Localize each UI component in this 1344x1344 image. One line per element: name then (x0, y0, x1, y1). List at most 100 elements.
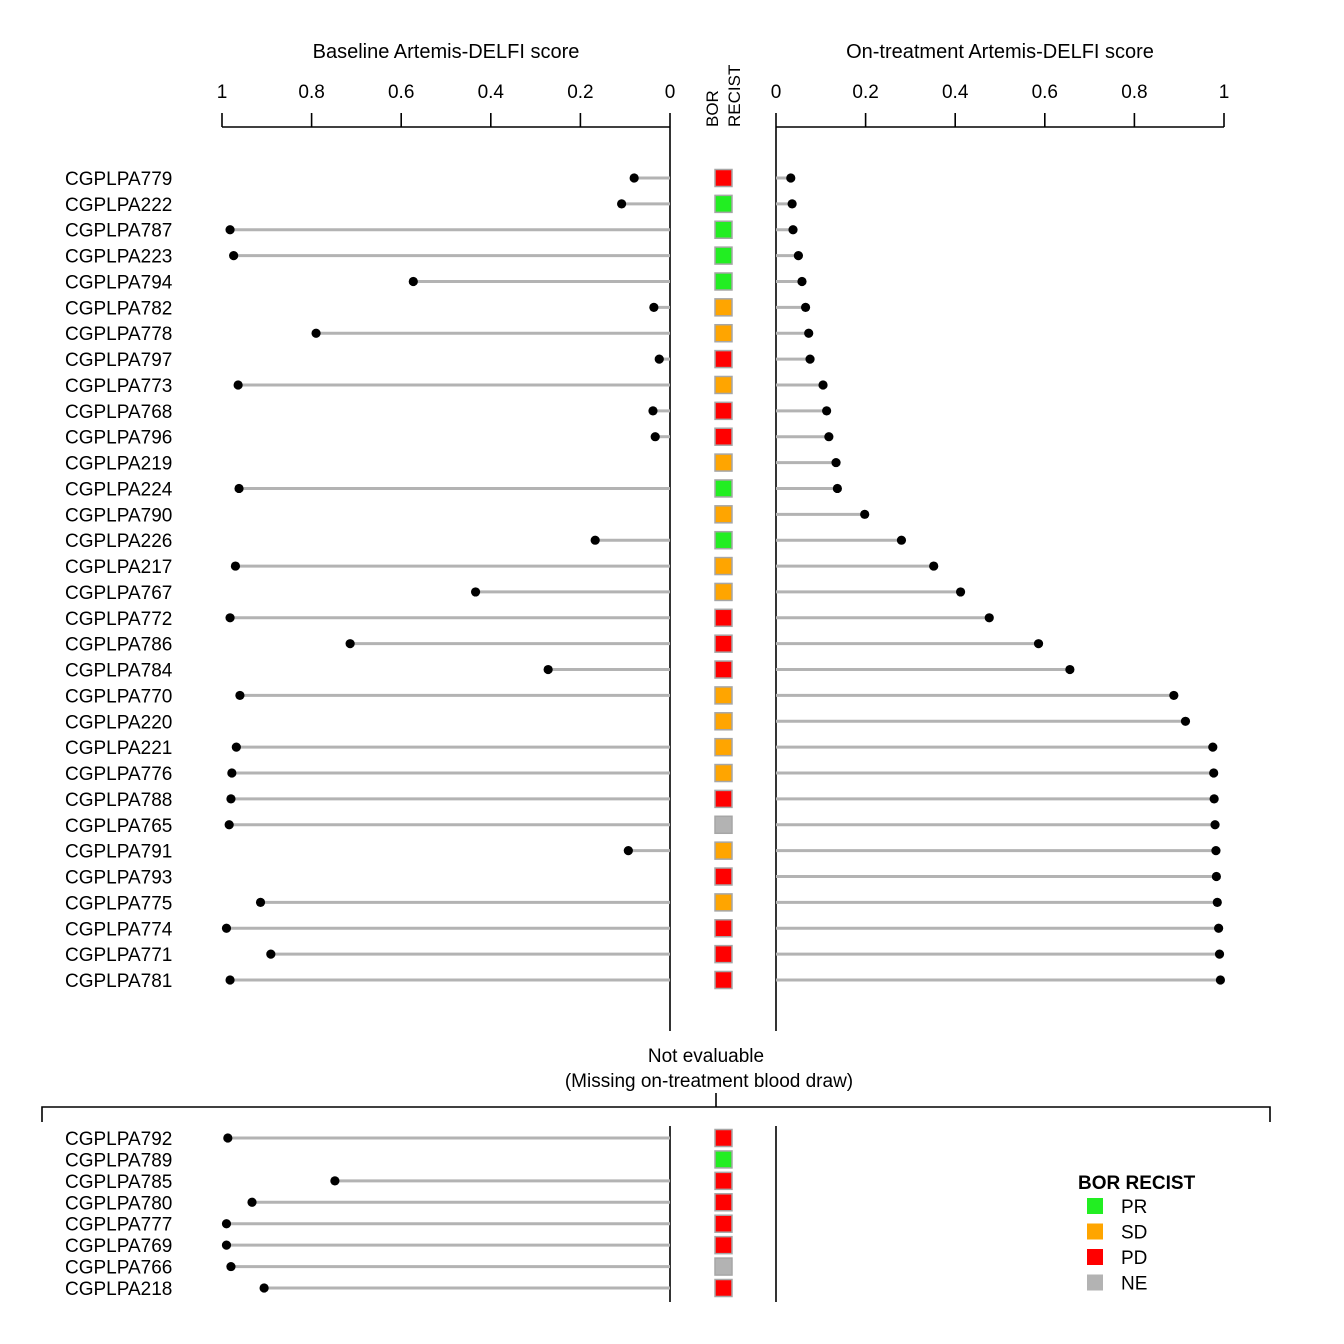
on-treatment-tick-label: 0.2 (852, 82, 878, 103)
on-treatment-point (797, 276, 807, 287)
row-label: CGPLPA790 (65, 505, 172, 526)
not-evaluable-sublabel: (Missing on-treatment blood draw) (565, 1071, 853, 1092)
on-treatment-point (793, 251, 804, 261)
on-treatment-point (1211, 871, 1221, 882)
on-treatment-point (1033, 639, 1044, 649)
table-row: CGPLPA767 (65, 582, 966, 604)
table-row: CGPLPA770 (65, 686, 1179, 707)
baseline-point (649, 302, 659, 312)
on-treatment-point (786, 173, 796, 183)
bor-status-box (714, 505, 733, 524)
baseline-point (225, 613, 235, 623)
row-label: CGPLPA217 (65, 557, 172, 578)
bor-column-label-line2: RECIST (725, 65, 744, 127)
table-row: CGPLPA226 (65, 530, 907, 552)
on-treatment-point (824, 432, 834, 442)
table-row: CGPLPA797 (65, 349, 815, 371)
table-row: CGPLPA220 (65, 712, 1191, 733)
table-row: CGPLPA219 (65, 453, 841, 475)
bor-status-box (714, 375, 733, 395)
on-treatment-point (831, 457, 841, 468)
baseline-point (221, 1219, 232, 1229)
bor-status-box (714, 479, 733, 498)
bor-status-box (714, 1235, 733, 1255)
baseline-point (227, 768, 237, 778)
baseline-tick-label: 0.4 (478, 82, 505, 103)
bor-status-box (714, 427, 733, 446)
not-evaluable-label: Not evaluable (648, 1046, 764, 1067)
row-label: CGPLPA769 (65, 1236, 172, 1257)
baseline-point (225, 975, 235, 985)
row-label: CGPLPA786 (65, 635, 172, 656)
row-label: CGPLPA776 (65, 764, 172, 785)
bor-status-box (714, 686, 733, 705)
legend-title: BOR RECIST (1078, 1173, 1196, 1194)
table-row: CGPLPA784 (65, 660, 1075, 682)
legend-item: NE (1087, 1274, 1147, 1295)
legend-item: SD (1087, 1223, 1147, 1244)
baseline-tick-label: 0.6 (388, 82, 414, 103)
baseline-point (223, 1133, 233, 1143)
row-label: CGPLPA226 (65, 531, 172, 552)
table-row: CGPLPA793 (65, 867, 1221, 889)
on-treatment-point (805, 354, 815, 364)
on-treatment-axis-title: On-treatment Artemis-DELFI score (846, 41, 1154, 63)
row-label: CGPLPA785 (65, 1172, 172, 1193)
legend: BOR RECIST PR SD PD NE (1078, 1173, 1196, 1295)
not-evaluable-rows: CGPLPA792CGPLPA789CGPLPA785CGPLPA780CGPL… (65, 1128, 733, 1300)
bor-status-box (714, 660, 733, 679)
row-label: CGPLPA774 (65, 919, 173, 940)
on-treatment-point (1210, 820, 1220, 830)
bor-status-box (714, 272, 733, 291)
bor-status-box (714, 841, 733, 860)
table-row: CGPLPA786 (65, 634, 1044, 656)
baseline-point (255, 897, 266, 907)
baseline-point (311, 328, 321, 338)
baseline-point (247, 1197, 257, 1207)
row-label: CGPLPA780 (65, 1193, 172, 1214)
bor-status-box (714, 298, 733, 317)
row-label: CGPLPA772 (65, 609, 172, 630)
bor-status-box (714, 323, 733, 343)
bor-status-box (714, 815, 733, 835)
row-label: CGPLPA796 (65, 428, 172, 449)
baseline-point (543, 664, 553, 675)
on-treatment-tick-label: 0.8 (1121, 82, 1147, 103)
bor-status-box (714, 608, 733, 628)
table-row: CGPLPA777 (65, 1214, 733, 1236)
row-label: CGPLPA768 (65, 402, 172, 423)
baseline-point (408, 276, 418, 287)
legend-item: PD (1087, 1248, 1147, 1269)
baseline-point (229, 251, 239, 261)
row-label: CGPLPA782 (65, 298, 172, 319)
baseline-tick-label: 1 (217, 82, 228, 103)
table-row: CGPLPA782 (65, 298, 811, 319)
bor-status-box (714, 1128, 733, 1148)
bor-status-box (714, 737, 733, 757)
bor-status-box (714, 1257, 733, 1276)
row-label: CGPLPA777 (65, 1215, 172, 1236)
row-label: CGPLPA788 (65, 790, 172, 811)
row-label: CGPLPA779 (65, 169, 172, 190)
legend-swatch (1087, 1274, 1103, 1291)
table-row: CGPLPA766 (65, 1257, 733, 1279)
bor-status-box (714, 970, 733, 990)
baseline-point (224, 820, 234, 830)
row-label: CGPLPA766 (65, 1258, 172, 1279)
on-treatment-point (896, 535, 907, 545)
row-label: CGPLPA781 (65, 971, 172, 992)
baseline-axis-title: Baseline Artemis-DELFI score (313, 41, 580, 63)
baseline-point (266, 949, 276, 959)
bor-status-box (714, 349, 733, 369)
on-treatment-point (788, 225, 798, 235)
bor-status-box (714, 919, 733, 938)
bor-status-box (714, 556, 733, 576)
baseline-point (226, 794, 236, 804)
row-label: CGPLPA792 (65, 1129, 172, 1150)
legend-swatch (1087, 1249, 1103, 1265)
on-treatment-point (1209, 794, 1219, 804)
bor-status-box (714, 1150, 733, 1169)
on-treatment-point (804, 328, 814, 338)
row-label: CGPLPA791 (65, 842, 172, 863)
